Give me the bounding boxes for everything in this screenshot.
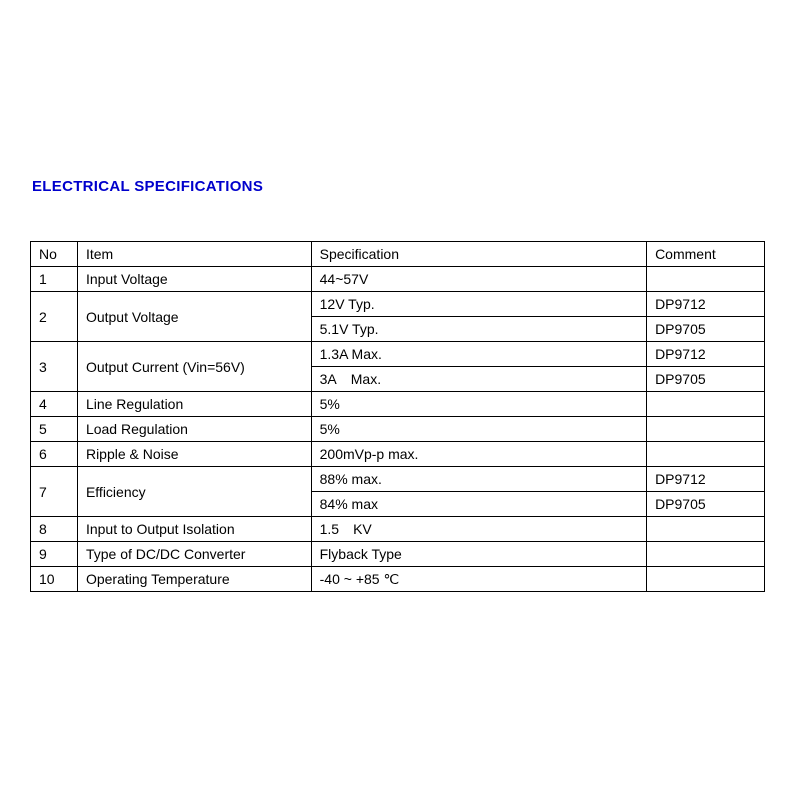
cell-comm: DP9712	[647, 292, 765, 317]
cell-spec: 3A Max.	[311, 367, 646, 392]
cell-no: 8	[31, 517, 78, 542]
cell-comm: DP9712	[647, 467, 765, 492]
cell-spec: 5%	[311, 392, 646, 417]
cell-item: Line Regulation	[77, 392, 311, 417]
cell-spec: 5%	[311, 417, 646, 442]
cell-spec: 44~57V	[311, 267, 646, 292]
cell-item: Ripple & Noise	[77, 442, 311, 467]
cell-spec: Flyback Type	[311, 542, 646, 567]
cell-comm	[647, 567, 765, 592]
cell-no: 1	[31, 267, 78, 292]
cell-no: 9	[31, 542, 78, 567]
cell-no: 4	[31, 392, 78, 417]
cell-no: 10	[31, 567, 78, 592]
cell-spec: 12V Typ.	[311, 292, 646, 317]
cell-comm: DP9705	[647, 317, 765, 342]
cell-comm: DP9705	[647, 492, 765, 517]
cell-item: Input Voltage	[77, 267, 311, 292]
col-header-no: No	[31, 242, 78, 267]
table-row: 10 Operating Temperature -40 ~ +85 ℃	[31, 567, 765, 592]
cell-no: 6	[31, 442, 78, 467]
table-row: 7 Efficiency 88% max. DP9712	[31, 467, 765, 492]
cell-comm: DP9712	[647, 342, 765, 367]
table-row: 5 Load Regulation 5%	[31, 417, 765, 442]
spec-table: No Item Specification Comment 1 Input Vo…	[30, 241, 765, 592]
cell-no: 3	[31, 342, 78, 392]
cell-spec: 200mVp-p max.	[311, 442, 646, 467]
cell-no: 5	[31, 417, 78, 442]
cell-comm	[647, 267, 765, 292]
col-header-item: Item	[77, 242, 311, 267]
cell-item: Input to Output Isolation	[77, 517, 311, 542]
cell-comm	[647, 417, 765, 442]
cell-item: Type of DC/DC Converter	[77, 542, 311, 567]
cell-comm	[647, 392, 765, 417]
table-header-row: No Item Specification Comment	[31, 242, 765, 267]
spec-table-body: No Item Specification Comment 1 Input Vo…	[31, 242, 765, 592]
cell-item: Output Current (Vin=56V)	[77, 342, 311, 392]
cell-spec: 88% max.	[311, 467, 646, 492]
table-row: 8 Input to Output Isolation 1.5 KV	[31, 517, 765, 542]
cell-spec: 84% max	[311, 492, 646, 517]
cell-comm	[647, 442, 765, 467]
cell-item: Operating Temperature	[77, 567, 311, 592]
cell-item: Output Voltage	[77, 292, 311, 342]
table-row: 2 Output Voltage 12V Typ. DP9712	[31, 292, 765, 317]
col-header-comm: Comment	[647, 242, 765, 267]
cell-spec: 1.3A Max.	[311, 342, 646, 367]
cell-item: Efficiency	[77, 467, 311, 517]
cell-comm	[647, 517, 765, 542]
table-row: 6 Ripple & Noise 200mVp-p max.	[31, 442, 765, 467]
cell-no: 2	[31, 292, 78, 342]
cell-spec: 1.5 KV	[311, 517, 646, 542]
document-page: ELECTRICAL SPECIFICATIONS No Item Specif…	[0, 0, 800, 592]
cell-comm: DP9705	[647, 367, 765, 392]
table-row: 3 Output Current (Vin=56V) 1.3A Max. DP9…	[31, 342, 765, 367]
col-header-spec: Specification	[311, 242, 646, 267]
cell-spec: 5.1V Typ.	[311, 317, 646, 342]
cell-no: 7	[31, 467, 78, 517]
table-row: 9 Type of DC/DC Converter Flyback Type	[31, 542, 765, 567]
section-title: ELECTRICAL SPECIFICATIONS	[32, 178, 770, 195]
table-row: 1 Input Voltage 44~57V	[31, 267, 765, 292]
cell-item: Load Regulation	[77, 417, 311, 442]
cell-comm	[647, 542, 765, 567]
table-row: 4 Line Regulation 5%	[31, 392, 765, 417]
cell-spec: -40 ~ +85 ℃	[311, 567, 646, 592]
